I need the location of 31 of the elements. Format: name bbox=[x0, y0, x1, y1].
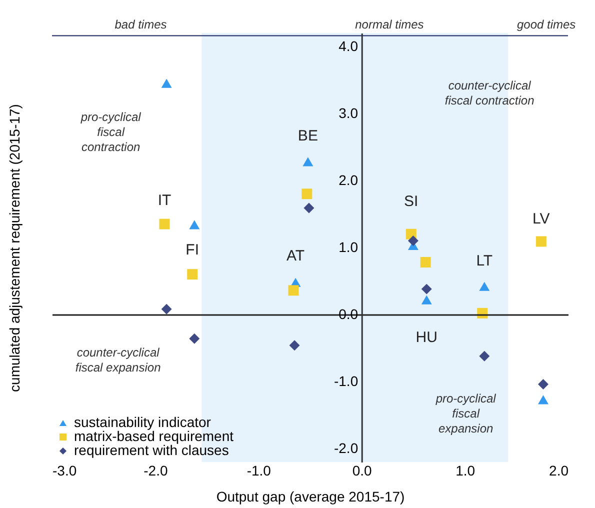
annotation: counter-cyclical fiscal expansion bbox=[75, 346, 162, 375]
y-tick-label: 4.0 bbox=[338, 38, 358, 54]
legend-label: sustainability indicator bbox=[74, 414, 212, 430]
y-tick-label: 3.0 bbox=[338, 104, 358, 121]
text: bad times bbox=[114, 17, 167, 32]
y-tick-label: 2.0 bbox=[338, 172, 358, 188]
annotation: LV bbox=[532, 210, 550, 228]
annotation: HU bbox=[416, 328, 438, 346]
text: good times bbox=[516, 17, 576, 32]
y-axis-title: cumulated adjustement requirement (2015-17) bbox=[6, 104, 22, 392]
y-tick-label: -2.0 bbox=[334, 440, 358, 456]
annotation: LT bbox=[476, 252, 493, 270]
annotation: SI bbox=[404, 193, 418, 210]
y-tick-label: 1.0 bbox=[338, 239, 358, 255]
x-tick-label: 1.0 bbox=[456, 462, 476, 478]
annotation: IT bbox=[158, 192, 172, 210]
y-tick-label: -1.0 bbox=[334, 373, 358, 390]
legend-label: requirement with clauses bbox=[74, 442, 229, 458]
annotation: FI bbox=[186, 241, 200, 258]
x-axis-title: Output gap (average 2015-17) bbox=[216, 488, 405, 504]
annotation: counter-cyclical fiscal contraction bbox=[444, 78, 535, 108]
x-tick-label: 2.0 bbox=[549, 462, 569, 478]
text: normal times bbox=[355, 17, 424, 32]
annotation: pro-cyclical fiscal contraction bbox=[80, 110, 142, 154]
x-tick-label: 0.0 bbox=[352, 462, 372, 478]
x-tick-label: -3.0 bbox=[52, 462, 77, 478]
annotation: pro-cyclical fiscal expansion bbox=[434, 391, 496, 436]
x-tick-label: -1.0 bbox=[246, 462, 272, 478]
annotation: BE bbox=[298, 128, 318, 145]
annotation: AT bbox=[286, 247, 305, 264]
x-tick-label: -2.0 bbox=[144, 462, 168, 478]
